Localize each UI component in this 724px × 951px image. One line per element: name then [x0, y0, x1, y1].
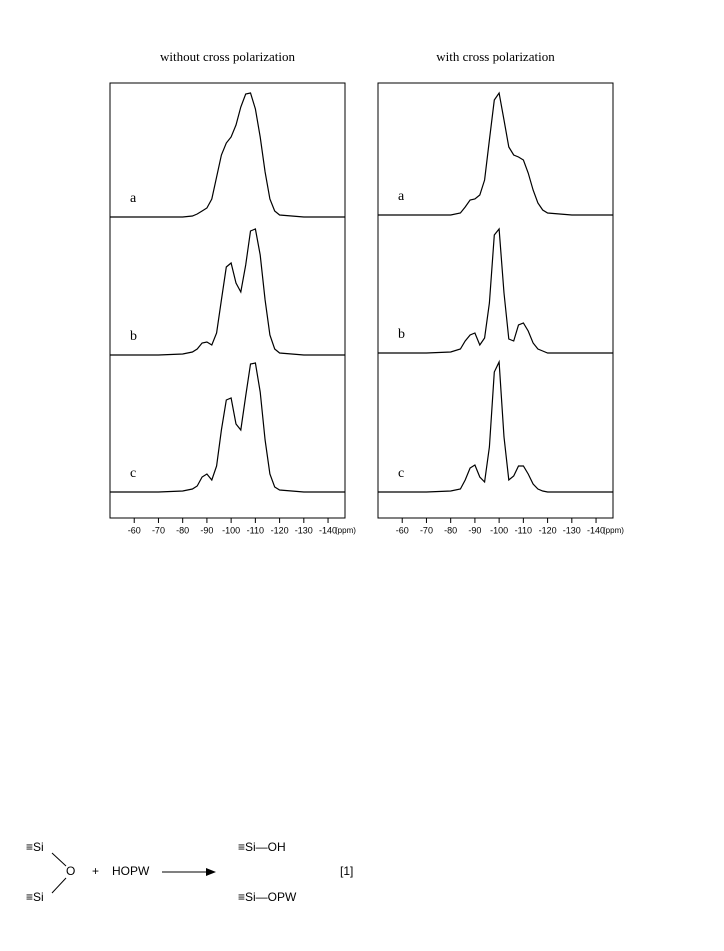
series-label: c [398, 466, 404, 481]
x-tick-label: -140 [319, 525, 337, 535]
series-label: b [130, 329, 137, 344]
plot-frame [377, 82, 614, 519]
scheme-text: ≡Si—OPW [238, 890, 297, 904]
scheme-text: HOPW [112, 864, 150, 878]
x-tick-label: -130 [563, 525, 581, 535]
spectrum [378, 359, 613, 493]
x-tick-label: -130 [295, 525, 313, 535]
spectrum [110, 228, 345, 356]
x-tick-label: -90 [468, 525, 481, 535]
x-tick-label: -60 [128, 525, 141, 535]
x-tick-label: -100 [490, 525, 508, 535]
series-label: a [130, 191, 137, 206]
x-tick-label: -60 [396, 525, 409, 535]
panel-title: with cross polarization [436, 49, 555, 64]
bond [51, 877, 67, 894]
x-tick-label: -70 [152, 525, 165, 535]
series-label: c [130, 466, 136, 481]
x-tick-label: -90 [200, 525, 213, 535]
x-tick-label: -110 [247, 525, 264, 535]
series-label: a [398, 189, 405, 204]
x-tick-label: -120 [271, 525, 289, 535]
spectrum [378, 91, 613, 216]
panel-title: without cross polarization [160, 49, 296, 64]
x-tick-label: -100 [222, 525, 240, 535]
spectrum [110, 362, 345, 493]
x-tick-label: -110 [515, 525, 532, 535]
x-axis-label: (ppm) [335, 526, 356, 535]
arrow-head [206, 868, 216, 876]
x-tick-label: -70 [420, 525, 433, 535]
scheme-text: [1] [340, 864, 353, 878]
spectrum [110, 92, 345, 218]
bond [51, 852, 67, 867]
x-tick-label: -140 [587, 525, 605, 535]
scheme-text: O [66, 864, 75, 878]
panel: with cross polarization-60 -70 -80 -90 -100-… [377, 49, 624, 535]
x-tick-label: -80 [444, 525, 457, 535]
plot-frame [109, 82, 346, 519]
scheme-text: ≡Si [26, 890, 44, 904]
x-tick-label: -80 [176, 525, 189, 535]
scheme: ≡Si O ≡Si + HOPW ≡Si—OH ≡Si—OPW [1] [26, 840, 353, 904]
scheme-text: ≡Si—OH [238, 840, 286, 854]
x-axis-label: (ppm) [603, 526, 624, 535]
series-label: b [398, 327, 405, 342]
spectrum [378, 227, 613, 354]
scheme-text: ≡Si [26, 840, 44, 854]
scheme-text: + [92, 864, 99, 878]
panel: without cross polarization -60 -70 -80 -90 -1… [109, 49, 356, 535]
x-tick-label: -120 [539, 525, 557, 535]
